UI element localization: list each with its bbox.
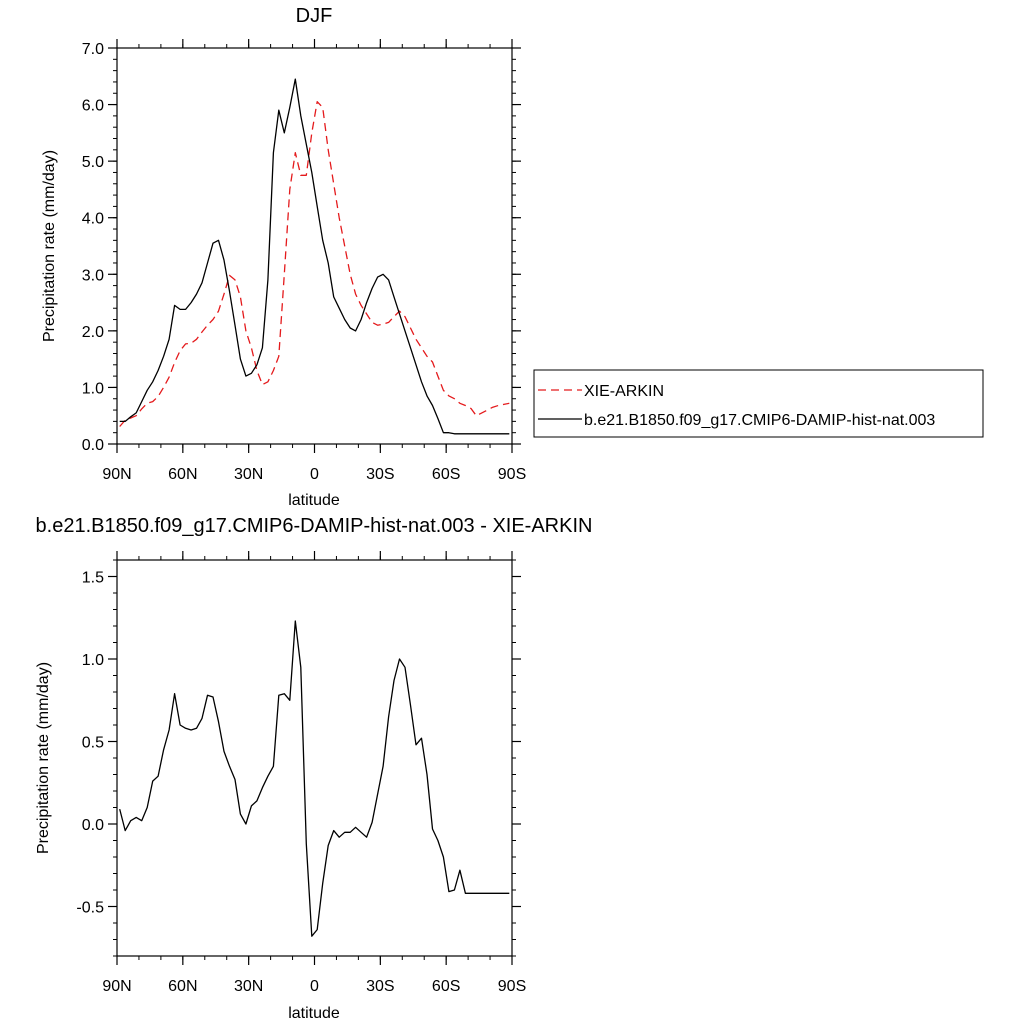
series-line-0-0	[119, 101, 510, 427]
y-tick-label: 1.0	[82, 652, 104, 669]
y-tick-label: 0.0	[82, 437, 104, 454]
top-y-ticks: 0.0 1.0 2.0 3.0 4.0 5.0 6.0 7.0	[82, 41, 521, 454]
top-series	[119, 78, 510, 435]
y-tick-label: 4.0	[82, 211, 104, 228]
x-tick-label: 30S	[366, 466, 394, 483]
x-tick-label: 30S	[366, 978, 394, 995]
y-tick-label: 7.0	[82, 41, 104, 58]
x-tick-label: 0	[310, 466, 319, 483]
top-x-axis-label: latitude	[288, 492, 340, 509]
y-tick-label: 0.0	[82, 817, 104, 834]
x-tick-label: 90S	[498, 466, 526, 483]
bottom-panel-title: b.e21.B1850.f09_g17.CMIP6-DAMIP-hist-nat…	[36, 515, 593, 537]
bottom-y-axis-label: Precipitation rate (mm/day)	[35, 662, 52, 854]
y-tick-label: -0.5	[76, 900, 104, 917]
x-tick-label: 90S	[498, 978, 526, 995]
legend: XIE-ARKIN b.e21.B1850.f09_g17.CMIP6-DAMI…	[533, 369, 984, 438]
y-tick-label: 3.0	[82, 267, 104, 284]
top-panel: DJF 0.0 1.0 2.0 3.0 4.0 5.0 6.0 7.0 90N 60N 30N 0 3…	[41, 5, 526, 509]
top-plot-frame	[116, 47, 513, 445]
top-x-ticks: 90N 60N 30N 0 30S 60S 90S	[102, 39, 526, 483]
y-tick-label: 1.5	[82, 570, 104, 587]
y-tick-label: 5.0	[82, 154, 104, 171]
x-tick-label: 60N	[168, 466, 197, 483]
bottom-plot-frame	[116, 559, 513, 957]
top-y-axis-label: Precipitation rate (mm/day)	[41, 150, 58, 342]
bottom-y-ticks: -0.5 0.0 0.5 1.0 1.5	[76, 559, 521, 957]
y-tick-label: 6.0	[82, 98, 104, 115]
x-tick-label: 60N	[168, 978, 197, 995]
bottom-x-axis-label: latitude	[288, 1005, 340, 1022]
x-tick-label: 60S	[432, 978, 460, 995]
y-tick-label: 2.0	[82, 324, 104, 341]
x-tick-label: 90N	[102, 978, 131, 995]
legend-box	[533, 369, 984, 438]
x-tick-label: 90N	[102, 466, 131, 483]
bottom-series	[119, 620, 510, 937]
bottom-panel: b.e21.B1850.f09_g17.CMIP6-DAMIP-hist-nat…	[35, 515, 592, 1022]
legend-label-model: b.e21.B1850.f09_g17.CMIP6-DAMIP-hist-nat…	[584, 412, 935, 429]
legend-label-xie-arkin: XIE-ARKIN	[584, 383, 664, 400]
x-tick-label: 0	[310, 978, 319, 995]
series-line-1-0	[119, 620, 510, 937]
x-tick-label: 30N	[234, 978, 263, 995]
x-tick-label: 60S	[432, 466, 460, 483]
y-tick-label: 0.5	[82, 735, 104, 752]
series-line-0-1	[119, 78, 510, 435]
y-tick-label: 1.0	[82, 380, 104, 397]
top-panel-title: DJF	[296, 5, 333, 27]
x-tick-label: 30N	[234, 466, 263, 483]
bottom-x-ticks: 90N 60N 30N 0 30S 60S 90S	[102, 551, 526, 995]
